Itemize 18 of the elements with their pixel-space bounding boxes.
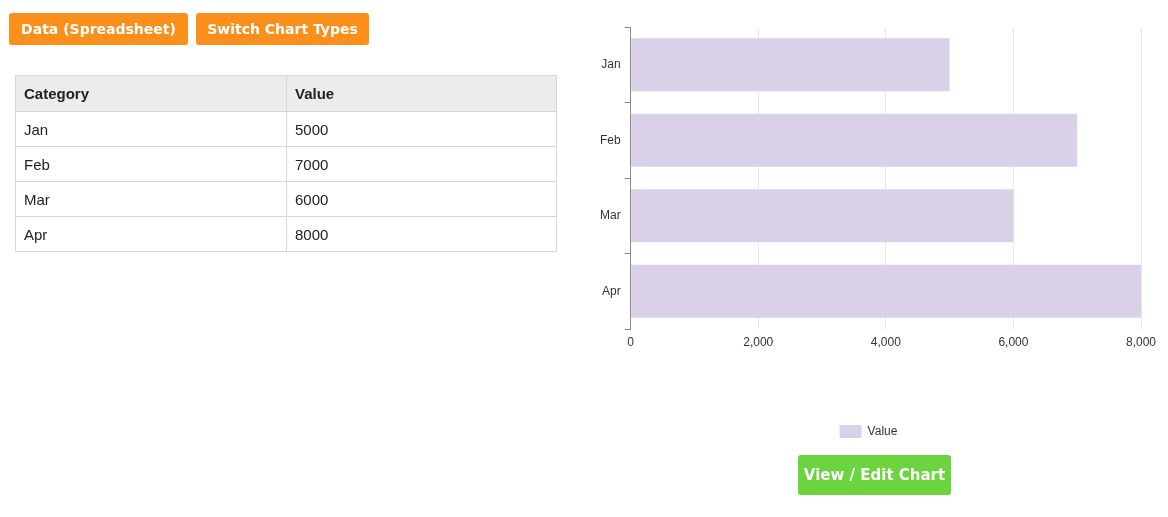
y-tick-label: Mar xyxy=(600,208,621,223)
bar xyxy=(631,38,950,92)
x-tick-label: 0 xyxy=(627,334,635,349)
x-tick-label: 6,000 xyxy=(998,334,1029,349)
button[interactable]: Data (Spreadsheet) xyxy=(9,13,188,45)
bar xyxy=(631,189,1014,243)
legend-label: Value xyxy=(867,423,898,438)
x-tick-label: 2,000 xyxy=(743,334,774,349)
button[interactable]: View / Edit Chart xyxy=(798,455,951,495)
table: Category Value Jan 5000 Feb 7000 Mar 6000 Apr 8000 xyxy=(15,75,557,252)
y-tick-label: Feb xyxy=(599,132,621,147)
bar xyxy=(631,264,1141,318)
x-tick-label: 8,000 xyxy=(1125,334,1157,349)
y-tick-label: Apr xyxy=(601,283,621,298)
x-tick-label: 4,000 xyxy=(870,334,902,349)
bar xyxy=(631,113,1078,167)
y-tick-label: Jan xyxy=(601,57,621,72)
button[interactable]: Switch Chart Types xyxy=(196,13,369,45)
